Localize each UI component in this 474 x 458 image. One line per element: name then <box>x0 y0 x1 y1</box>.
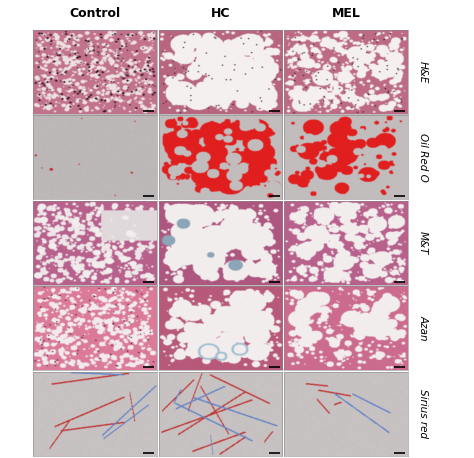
Text: Oil Red O: Oil Red O <box>418 133 428 182</box>
Text: Control: Control <box>69 7 120 20</box>
Text: HC: HC <box>210 7 230 20</box>
Text: MEL: MEL <box>331 7 360 20</box>
Text: Azan: Azan <box>418 316 428 341</box>
Text: H&E: H&E <box>418 60 428 83</box>
Text: Sirius red: Sirius red <box>418 389 428 438</box>
Text: M&T: M&T <box>418 231 428 255</box>
